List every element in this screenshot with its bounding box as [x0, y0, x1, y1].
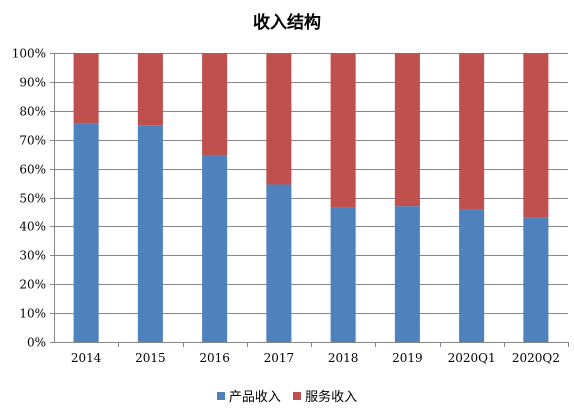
legend: 产品收入 服务收入 [0, 386, 574, 405]
x-tick-label: 2014 [71, 351, 102, 365]
bar-service [330, 53, 356, 208]
y-tick-label: 20% [19, 278, 46, 292]
x-tick-label: 2019 [392, 351, 423, 365]
bar-service [202, 53, 228, 156]
y-tick-label: 50% [19, 192, 46, 206]
y-tick-label: 30% [19, 249, 46, 263]
bar-service [459, 53, 485, 210]
legend-item-service: 服务收入 [293, 386, 357, 405]
legend-label-service: 服务收入 [305, 390, 358, 405]
y-tick-label: 100% [12, 47, 46, 61]
bar-service [73, 53, 99, 124]
y-tick-label: 40% [19, 220, 46, 234]
x-tick-label: 2018 [328, 351, 359, 365]
x-tick-label: 2015 [135, 351, 166, 365]
y-tick-label: 80% [19, 105, 46, 119]
y-tick-label: 60% [19, 163, 46, 177]
legend-item-product: 产品收入 [216, 386, 281, 405]
bar-service [523, 53, 549, 218]
y-tick-label: 0% [27, 336, 46, 350]
bar-service [266, 53, 292, 185]
bar-product [73, 123, 99, 343]
y-tick-label: 10% [19, 307, 46, 321]
y-tick-label: 70% [19, 134, 46, 148]
bar-product [202, 155, 228, 342]
bar-product [394, 206, 420, 342]
x-tick-label: 2016 [199, 351, 230, 365]
legend-label-product: 产品收入 [228, 390, 281, 405]
x-tick-label: 2020Q2 [512, 351, 560, 365]
bar-product [330, 207, 356, 342]
bar-service [394, 53, 420, 207]
bar-service [137, 53, 163, 126]
y-tick-label: 90% [19, 76, 46, 90]
bar-product [459, 209, 485, 342]
legend-swatch-service [293, 391, 302, 400]
x-tick-label: 2020Q1 [448, 351, 496, 365]
x-tick-label: 2017 [264, 351, 295, 365]
chart-title: 收入结构 [253, 13, 321, 33]
bar-product [137, 125, 163, 342]
legend-swatch-product [216, 391, 225, 400]
bar-product [266, 184, 292, 342]
bar-product [523, 217, 549, 342]
